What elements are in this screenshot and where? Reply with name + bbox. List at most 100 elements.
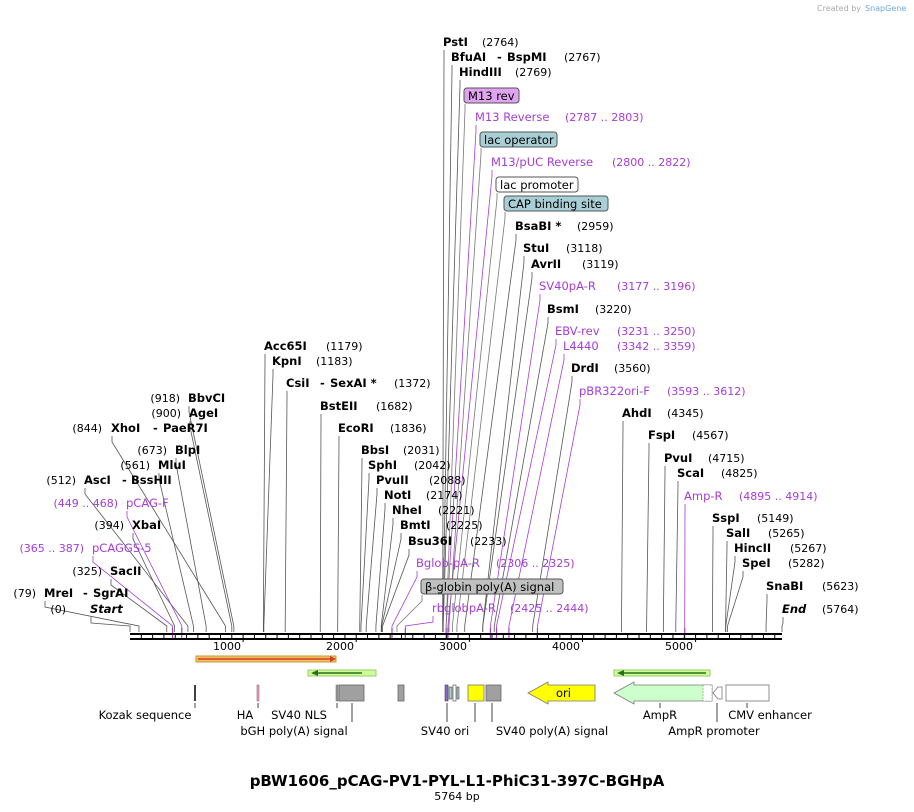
enzyme-label[interactable]: HincII (5267) xyxy=(734,541,827,555)
enzyme-label[interactable]: SphI (2042) xyxy=(368,458,451,472)
enzyme-label[interactable]: NheI (2221) xyxy=(392,503,475,517)
primer-label[interactable]: Amp-R (4895 .. 4914) xyxy=(684,489,818,503)
enzyme-label[interactable]: Acc65I (1179) xyxy=(264,339,363,353)
enzyme-label[interactable]: ScaI (4825) xyxy=(677,466,758,480)
boxed-feature-cap-binding-site[interactable]: CAP binding site xyxy=(503,195,609,212)
enzyme-label[interactable]: DrdI (3560) xyxy=(571,361,651,375)
primer-label[interactable]: Bglob-pA-R (2306 .. 2325) xyxy=(416,556,575,570)
boxed-feature-m13-rev[interactable]: M13 rev xyxy=(463,87,520,104)
sv40-ori-feature[interactable] xyxy=(467,684,485,702)
enzyme-label[interactable]: BstEII (1682) xyxy=(320,399,413,413)
enzyme-label[interactable]: (900) AgeI xyxy=(151,406,218,420)
enzyme-connector xyxy=(380,518,394,632)
enzyme-label[interactable]: NotI (2174) xyxy=(384,488,463,502)
lac-promoter-feature[interactable] xyxy=(452,684,457,702)
primer-label[interactable]: M13/pUC Reverse (2800 .. 2822) xyxy=(491,155,691,169)
ha-feature[interactable] xyxy=(256,684,260,702)
enzyme-name: End xyxy=(782,602,807,616)
enzyme-label[interactable]: Bsu36I (2233) xyxy=(408,534,507,548)
primer-label[interactable]: L4440 (3342 .. 3359) xyxy=(563,339,696,353)
enzyme-label[interactable]: AvrII (3119) xyxy=(531,257,619,271)
primer-label[interactable]: (449 .. 468) pCAG-F xyxy=(53,496,168,510)
enzyme-label[interactable]: PvuI (4715) xyxy=(664,451,745,465)
enzyme-label[interactable]: (512) AscI - BssHII xyxy=(46,473,171,487)
enzyme-label[interactable]: SpeI (5282) xyxy=(742,556,825,570)
primer-name: SV40pA-R xyxy=(539,279,596,293)
primer-label[interactable]: SV40pA-R (3177 .. 3196) xyxy=(539,279,696,293)
boxed-feature-beta-globin-polya[interactable]: β-globin poly(A) signal xyxy=(420,578,564,595)
primer-label[interactable]: M13 Reverse (2787 .. 2803) xyxy=(475,110,644,124)
feature-block[interactable] xyxy=(397,684,405,702)
primer-label[interactable]: EBV-rev (3231 .. 3250) xyxy=(555,324,696,338)
primer-connector xyxy=(537,399,581,632)
enzyme-name: CsiI xyxy=(286,376,310,390)
sv40-nls-feature[interactable] xyxy=(335,684,339,702)
enzyme-name: BlpI xyxy=(175,443,200,457)
sv40-polya-feature[interactable] xyxy=(485,684,502,702)
primer-label[interactable]: pBR322ori-F (3593 .. 3612) xyxy=(579,384,746,398)
feature-box-label: M13 rev xyxy=(468,89,515,103)
enzyme-connector xyxy=(360,473,370,632)
enzyme-label[interactable]: (325) SacII xyxy=(72,564,141,578)
lac-operator-feature[interactable] xyxy=(448,686,453,700)
site-position: (4825) xyxy=(721,467,758,480)
enzyme-label[interactable]: (0) Start xyxy=(50,602,123,616)
cmv-enhancer-feature[interactable] xyxy=(725,684,770,702)
feature-box-label: β-globin poly(A) signal xyxy=(425,580,554,594)
axis-ticks xyxy=(140,635,776,642)
site-position: (5265) xyxy=(768,527,805,540)
primer-range: (3593 .. 3612) xyxy=(667,385,746,398)
enzyme-label[interactable]: SalI (5265) xyxy=(726,526,805,540)
ampr-promoter-feature[interactable] xyxy=(712,686,723,700)
enzyme-connector xyxy=(111,436,226,632)
enzyme-label[interactable]: (844) XhoI - PaeR7I xyxy=(72,421,207,435)
enzyme-label[interactable]: SspI (5149) xyxy=(712,511,794,525)
enzyme-name: PaeR7I xyxy=(163,421,208,435)
bgh-polya-feature[interactable] xyxy=(338,684,365,702)
enzyme-label[interactable]: HindIII (2769) xyxy=(459,65,552,79)
enzyme-label[interactable]: (673) BlpI xyxy=(137,443,200,457)
enzyme-label[interactable]: FspI (4567) xyxy=(648,428,729,442)
ampr-feature[interactable] xyxy=(613,681,713,705)
enzyme-name: AhdI xyxy=(622,406,652,420)
enzyme-label[interactable]: End (5764) xyxy=(782,602,859,616)
feature-connector xyxy=(451,193,498,632)
enzyme-label[interactable]: SnaBI (5623) xyxy=(766,579,859,593)
enzyme-label[interactable]: BsmI (3220) xyxy=(547,302,632,316)
enzyme-label[interactable]: BbsI (2031) xyxy=(361,443,440,457)
site-connectors xyxy=(44,50,784,640)
site-position: (900) xyxy=(151,407,181,420)
site-position: (844) xyxy=(72,422,102,435)
m13-rev-feature[interactable] xyxy=(444,684,449,702)
enzyme-connector xyxy=(375,503,386,632)
enzyme-label[interactable]: PvuII (2088) xyxy=(376,473,466,487)
boxed-feature-lac-promoter[interactable]: lac promoter xyxy=(495,176,579,193)
enzyme-label[interactable]: (394) XbaI xyxy=(94,518,161,532)
enzyme-connector xyxy=(263,369,274,632)
primer-name: EBV-rev xyxy=(555,324,600,338)
enzyme-label[interactable]: BmtI (2225) xyxy=(400,518,483,532)
enzyme-separator: - xyxy=(83,586,88,600)
enzyme-label[interactable]: (561) MluI xyxy=(120,458,185,472)
boxed-feature-lac-operator[interactable]: lac operator xyxy=(479,131,558,148)
ori-feature[interactable] xyxy=(527,681,596,705)
enzyme-connector xyxy=(621,421,624,632)
credit-brand: SnapGene xyxy=(865,4,906,13)
enzyme-label[interactable]: PstI (2764) xyxy=(443,35,519,49)
primer-label[interactable]: (365 .. 387) pCAGGS-5 xyxy=(19,541,151,555)
enzyme-connector xyxy=(781,617,784,632)
enzyme-label[interactable]: (918) BbvCI xyxy=(150,391,225,405)
enzyme-label[interactable]: StuI (3118) xyxy=(523,241,603,255)
enzyme-label[interactable]: BfuAI - BspMI (2767) xyxy=(451,50,601,64)
enzyme-label[interactable]: EcoRI (1836) xyxy=(338,421,427,435)
enzyme-label[interactable]: BsaBI * (2959) xyxy=(515,219,614,233)
primer-label[interactable]: rbglobpA-R (2425 .. 2444) xyxy=(432,601,589,615)
cap-site-feature[interactable] xyxy=(456,686,460,700)
enzyme-label[interactable]: KpnI (1183) xyxy=(272,354,353,368)
feature-box xyxy=(479,131,558,148)
enzyme-label[interactable]: CsiI - SexAI * (1372) xyxy=(286,376,431,390)
enzyme-label[interactable]: AhdI (4345) xyxy=(622,406,704,420)
site-position: (1179) xyxy=(326,340,363,353)
tick-label: 3000 xyxy=(439,640,467,653)
enzyme-label[interactable]: (79) MreI - SgrAI xyxy=(13,586,128,600)
